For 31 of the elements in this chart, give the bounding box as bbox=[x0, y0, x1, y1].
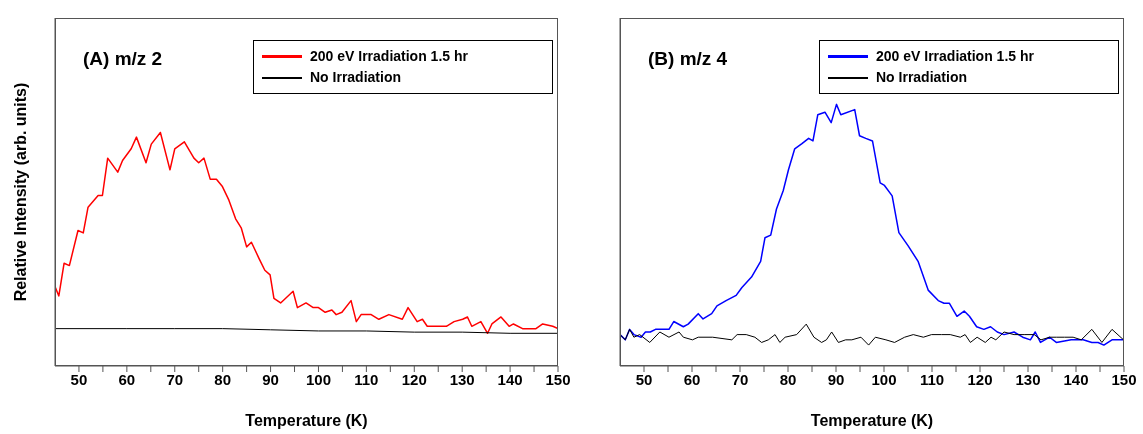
x-axis-title: Temperature (K) bbox=[245, 412, 368, 429]
x-tick-label: 130 bbox=[1015, 370, 1041, 388]
x-tick-label: 90 bbox=[262, 370, 279, 388]
chart-title: (A) m/z 2 bbox=[83, 48, 163, 70]
x-tick-label: 90 bbox=[827, 370, 845, 388]
x-tick-label: 80 bbox=[214, 370, 232, 388]
x-tick-label: 150 bbox=[545, 370, 571, 388]
x-axis-title: Temperature (K) bbox=[810, 412, 934, 429]
x-tick-label: 140 bbox=[1063, 370, 1089, 388]
x-tick-label: 120 bbox=[401, 370, 427, 388]
x-tick-label: 60 bbox=[683, 370, 701, 388]
x-tick-label: 150 bbox=[1111, 370, 1137, 388]
chart-title: (B) m/z 4 bbox=[648, 48, 728, 70]
legend-label: 200 eV Irradiation 1.5 hr bbox=[876, 47, 1034, 66]
legend-label: No Irradiation bbox=[310, 68, 402, 87]
x-tick-label: 120 bbox=[967, 370, 993, 388]
x-tick-label: 110 bbox=[354, 370, 379, 388]
x-tick-label: 100 bbox=[871, 370, 897, 388]
legend-label: No Irradiation bbox=[876, 68, 968, 87]
x-tick-label: 100 bbox=[305, 370, 331, 388]
x-tick-label: 110 bbox=[919, 370, 945, 388]
x-tick-label: 60 bbox=[118, 370, 136, 388]
x-tick-label: 50 bbox=[635, 370, 653, 388]
x-tick-label: 70 bbox=[731, 370, 749, 388]
x-tick-label: 80 bbox=[779, 370, 797, 388]
x-tick-label: 130 bbox=[449, 370, 475, 388]
legend-label: 200 eV Irradiation 1.5 hr bbox=[310, 47, 468, 66]
x-tick-label: 50 bbox=[70, 370, 88, 388]
y-axis-title: Relative Intensity (arb. units) bbox=[11, 82, 29, 302]
x-tick-label: 140 bbox=[497, 370, 523, 388]
x-tick-label: 70 bbox=[166, 370, 184, 388]
